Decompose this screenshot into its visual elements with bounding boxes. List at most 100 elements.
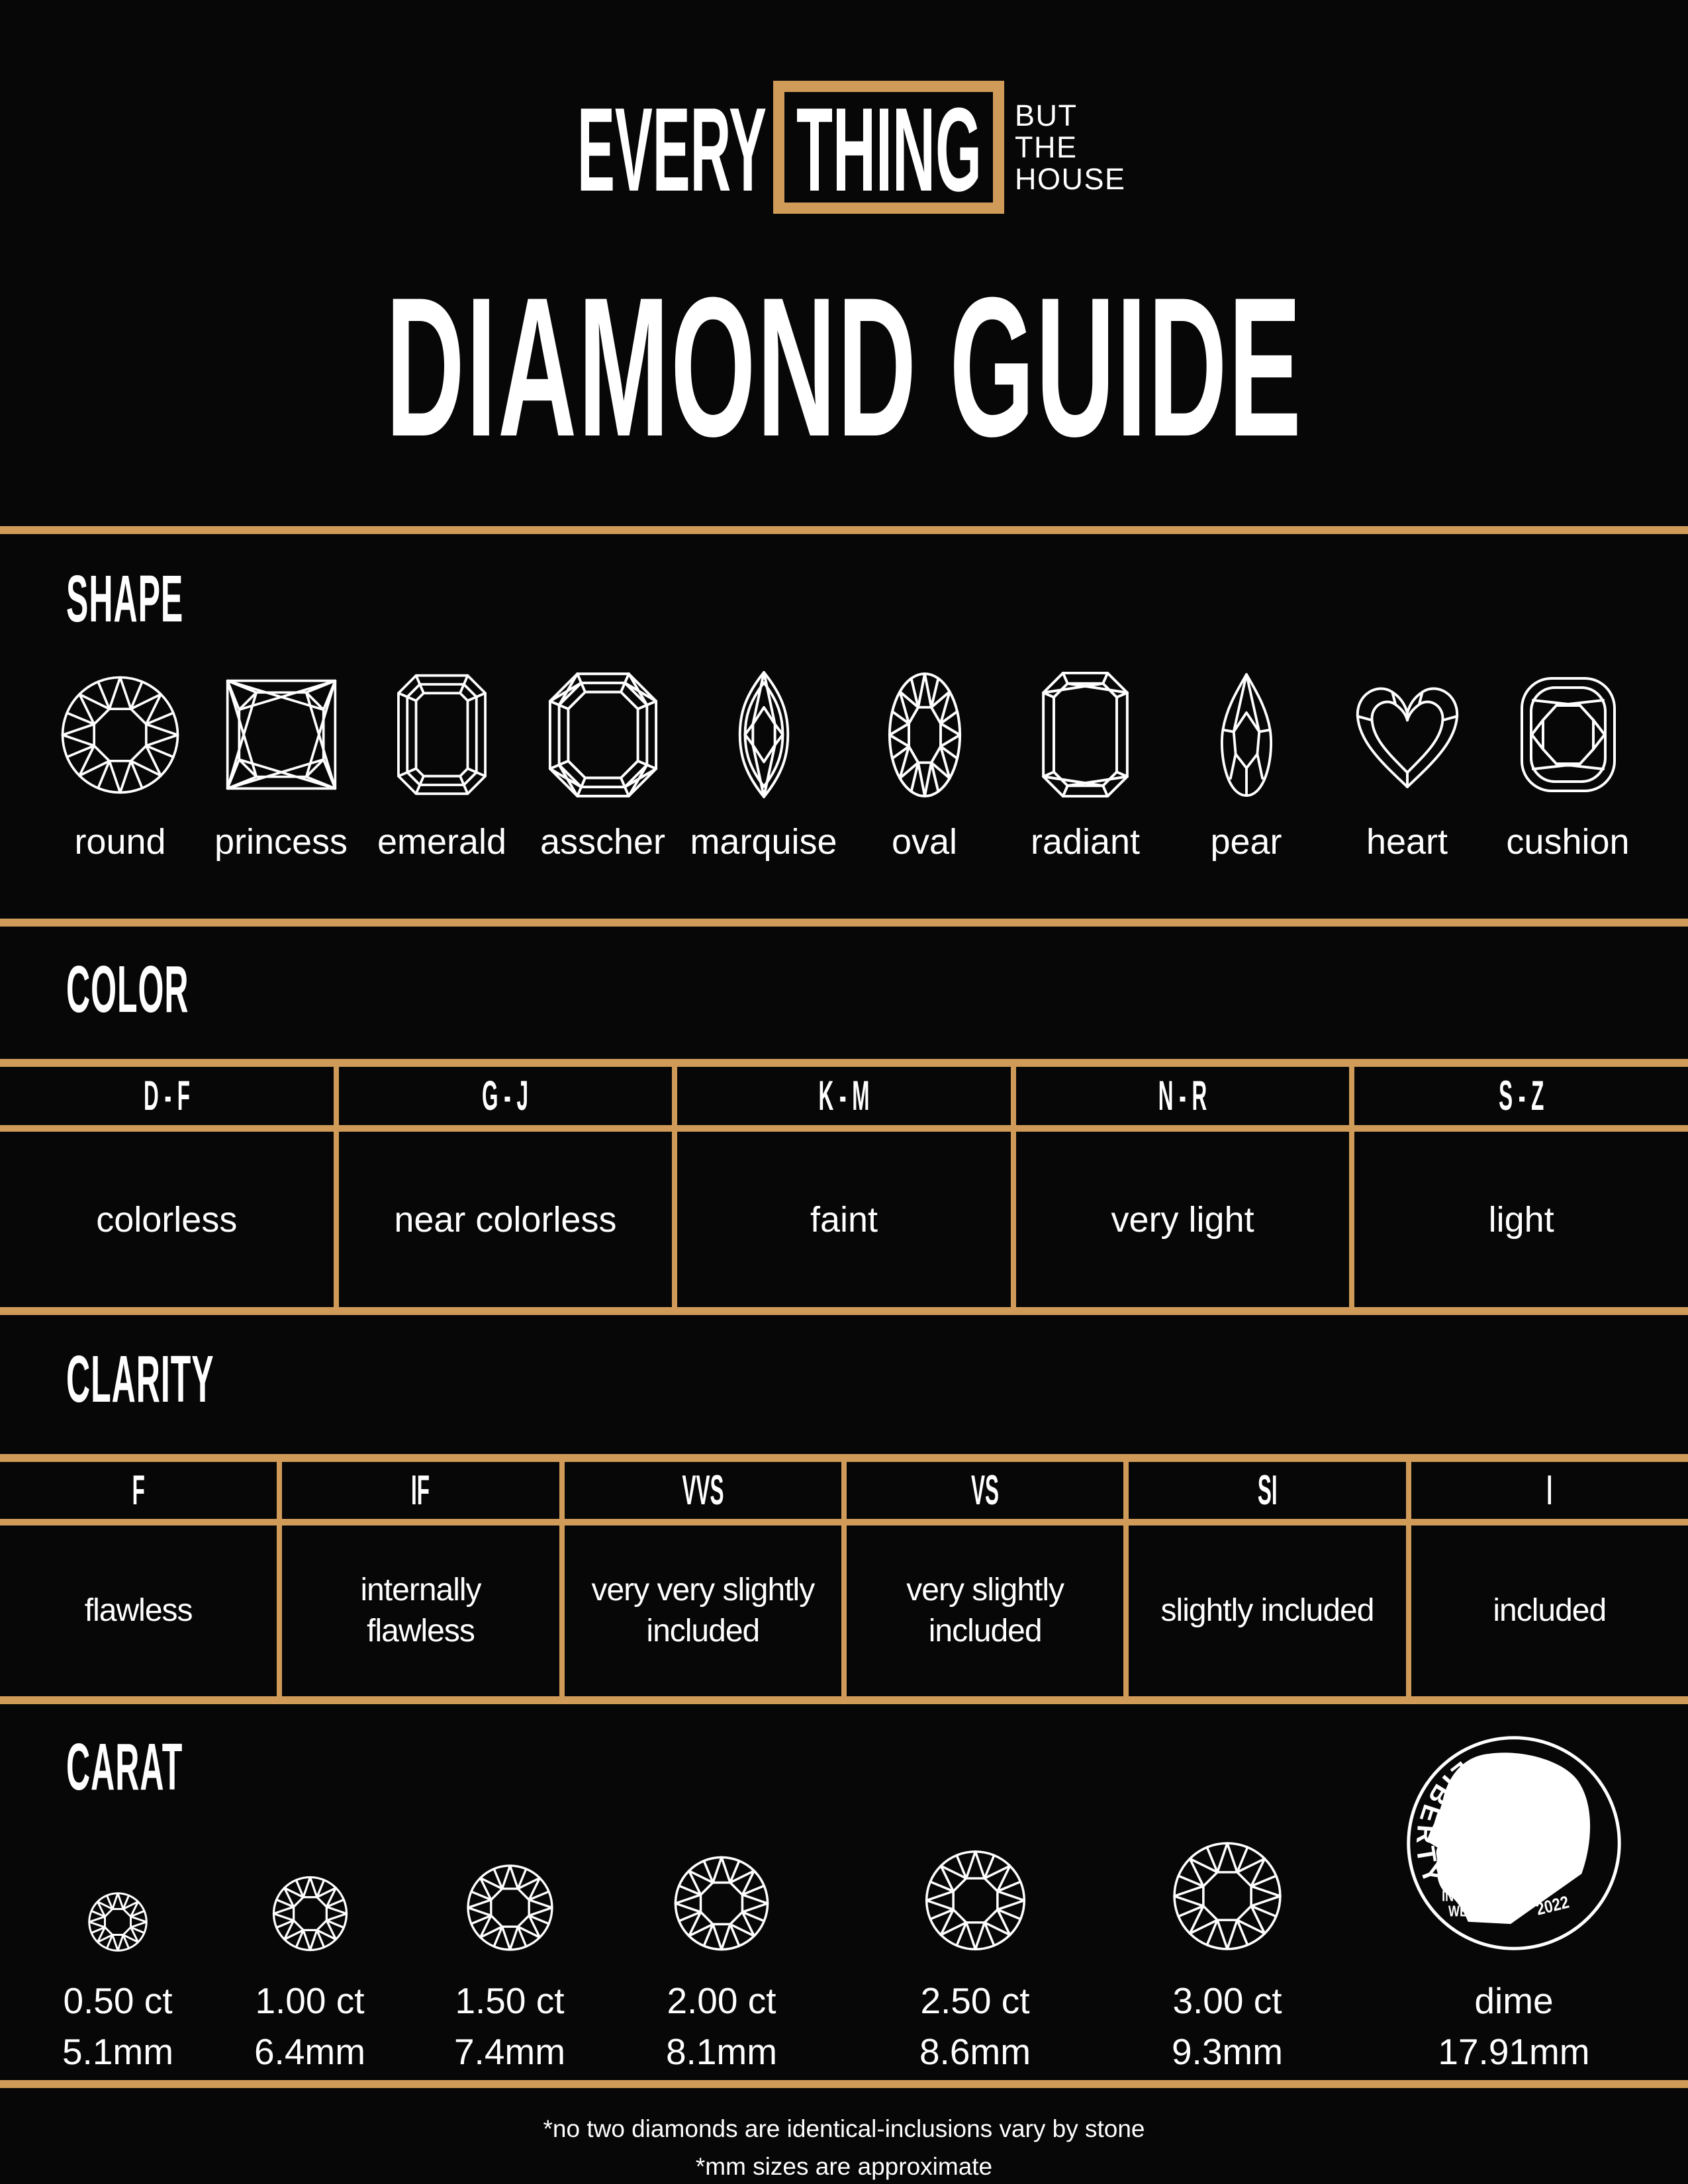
carat-item-150: 1.50 ct 7.4mm xyxy=(420,1727,599,2070)
shape-item-emerald: emerald xyxy=(361,668,522,864)
clarity-value-cell: very very slightly included xyxy=(565,1525,847,1696)
carat-icon-box xyxy=(87,1727,148,1952)
clarity-grade-cell: IF xyxy=(282,1462,565,1519)
princess-diamond-icon xyxy=(226,679,336,790)
heart-diamond-icon xyxy=(1356,687,1458,789)
color-heading-text: COLOR xyxy=(66,952,189,1026)
shape-heading-text: SHAPE xyxy=(66,562,184,636)
dime-motto-line1: IN GOD xyxy=(1442,1888,1484,1905)
shape-item-marquise: marquise xyxy=(683,668,844,864)
clarity-table: F IF VVS VS SI I flawless internally fla… xyxy=(0,1454,1688,1704)
color-heading: COLOR xyxy=(66,956,312,1023)
shape-item-princess: princess xyxy=(201,668,361,864)
shape-item-round: round xyxy=(40,668,201,864)
color-value-cell: colorless xyxy=(0,1132,339,1307)
carat-size-label: 2.00 ct xyxy=(667,1980,776,2021)
carat-item-250: 2.50 ct 8.6mm xyxy=(844,1727,1106,2070)
color-value-cell: near colorless xyxy=(339,1132,678,1307)
shape-label: heart xyxy=(1366,822,1448,862)
carat-mm-label: 5.1mm xyxy=(62,2031,174,2072)
carat-row: 0.50 ct 5.1mm 1.00 ct 6.4mm 1.50 ct 7.4m… xyxy=(36,1727,1679,2070)
clarity-grade-text: I xyxy=(1546,1467,1553,1514)
carat-size-label: 2.50 ct xyxy=(920,1980,1030,2021)
carat-icon-box xyxy=(271,1727,349,1952)
logo-tagline-but: BUT xyxy=(1015,99,1078,132)
clarity-value-cell: flawless xyxy=(0,1525,283,1696)
carat-item-200: 2.00 ct 8.1mm xyxy=(599,1727,844,2070)
shape-label: cushion xyxy=(1506,822,1630,862)
shape-label: emerald xyxy=(377,822,507,862)
shape-item-asscher: asscher xyxy=(522,668,683,864)
color-table-value-row: colorless near colorless faint very ligh… xyxy=(0,1132,1688,1307)
shape-label: pear xyxy=(1210,822,1282,862)
carat-heading: CARAT xyxy=(66,1734,300,1800)
shape-label: princess xyxy=(214,822,348,862)
shape-label: round xyxy=(74,822,166,862)
carat-icon-box xyxy=(673,1727,771,1952)
dime-profile-silhouette xyxy=(1427,1752,1591,1925)
clarity-heading-text: CLARITY xyxy=(66,1342,214,1416)
logo-word-every: EVERY xyxy=(577,83,767,216)
color-value-cell: very light xyxy=(1016,1132,1355,1307)
color-table: D - F G - J K - M N - R S - Z colorless … xyxy=(0,1059,1688,1315)
color-range-cell: S - Z xyxy=(1354,1067,1688,1125)
marquise-diamond-icon xyxy=(738,670,789,799)
shape-icon-box xyxy=(1352,668,1463,801)
shape-icon-box xyxy=(224,668,338,801)
clarity-grade-cell: VVS xyxy=(565,1462,847,1519)
shape-icon-box xyxy=(729,668,798,801)
color-range-cell: G - J xyxy=(339,1067,678,1125)
shape-heading: SHAPE xyxy=(66,566,301,632)
shape-icon-box xyxy=(59,668,181,801)
carat-size-label: 1.50 ct xyxy=(455,1980,565,2021)
clarity-grade-text: IF xyxy=(411,1467,430,1514)
carat-stone-icon xyxy=(466,1864,553,1951)
clarity-value-cell: slightly included xyxy=(1129,1525,1411,1696)
round-diamond-icon xyxy=(61,676,179,794)
carat-icon-box xyxy=(923,1727,1027,1952)
shape-label: radiant xyxy=(1030,822,1141,862)
clarity-grade-text: SI xyxy=(1257,1467,1278,1514)
dime-icon: LIBERTY IN GOD WE TRUST 2022 xyxy=(1407,1736,1621,1950)
carat-item-300: 3.00 ct 9.3mm xyxy=(1106,1727,1348,2070)
carat-size-label: 3.00 ct xyxy=(1172,1980,1282,2021)
footer-note-1: *no two diamonds are identical-inclusion… xyxy=(543,2115,1145,2142)
clarity-grade-text: VS xyxy=(971,1467,1000,1514)
divider-shape-color xyxy=(0,919,1688,927)
carat-stone-icon xyxy=(88,1892,148,1952)
carat-stone-icon xyxy=(674,1856,769,1951)
clarity-heading: CLARITY xyxy=(66,1346,362,1412)
carat-item-050: 0.50 ct 5.1mm xyxy=(36,1727,199,2070)
shape-item-oval: oval xyxy=(844,668,1005,864)
page-title: DIAMOND GUIDE xyxy=(0,267,1688,466)
carat-mm-label: 9.3mm xyxy=(1171,2031,1284,2072)
carat-icon-box xyxy=(465,1727,555,1952)
color-range-cell: N - R xyxy=(1016,1067,1355,1125)
carat-icon-box xyxy=(1171,1727,1284,1952)
divider-footer xyxy=(0,2080,1688,2088)
color-table-header-row: D - F G - J K - M N - R S - Z xyxy=(0,1067,1688,1132)
clarity-grade-cell: VS xyxy=(847,1462,1129,1519)
carat-item-dime: LIBERTY IN GOD WE TRUST 2022 dime 17.91m… xyxy=(1348,1727,1679,2070)
emerald-diamond-icon xyxy=(397,674,487,796)
shape-row: round princess e xyxy=(40,668,1648,864)
clarity-grade-cell: F xyxy=(0,1462,283,1519)
color-range-text: K - M xyxy=(818,1072,870,1119)
color-range-cell: D - F xyxy=(0,1067,339,1125)
carat-size-label: 1.00 ct xyxy=(255,1980,365,2021)
carat-stone-icon xyxy=(272,1876,348,1952)
logo-tagline-house: HOUSE xyxy=(1015,162,1126,196)
clarity-grade-cell: SI xyxy=(1129,1462,1411,1519)
clarity-grade-text: VVS xyxy=(682,1467,724,1514)
carat-stone-icon xyxy=(925,1850,1025,1951)
asscher-diamond-icon xyxy=(548,672,657,797)
footer-note-2: *mm sizes are approximate xyxy=(695,2153,993,2181)
carat-icon-box: LIBERTY IN GOD WE TRUST 2022 xyxy=(1405,1727,1623,1952)
divider-title xyxy=(0,526,1688,534)
clarity-value-cell: internally flawless xyxy=(282,1525,565,1696)
color-range-text: N - R xyxy=(1158,1072,1207,1119)
carat-item-100: 1.00 ct 6.4mm xyxy=(199,1727,420,2070)
shape-icon-box xyxy=(546,668,660,801)
clarity-grade-text: F xyxy=(132,1467,145,1514)
carat-stone-icon xyxy=(1173,1842,1282,1950)
